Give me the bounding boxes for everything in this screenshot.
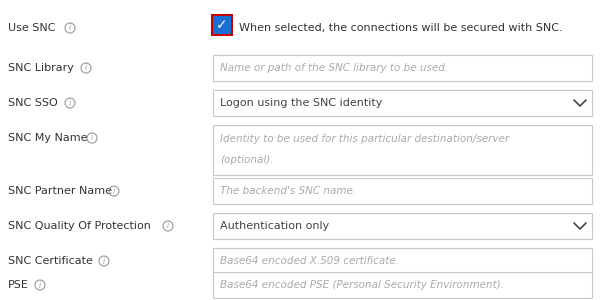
Text: i: i <box>69 98 71 107</box>
FancyBboxPatch shape <box>211 14 233 36</box>
FancyBboxPatch shape <box>213 178 592 204</box>
FancyBboxPatch shape <box>213 90 592 116</box>
Text: PSE: PSE <box>8 280 29 290</box>
Text: i: i <box>113 187 115 196</box>
Text: SNC Certificate: SNC Certificate <box>8 256 93 266</box>
Text: SNC My Name: SNC My Name <box>8 133 88 143</box>
FancyBboxPatch shape <box>213 55 592 81</box>
Text: i: i <box>167 221 169 230</box>
Text: ✓: ✓ <box>216 18 228 32</box>
Text: Base64 encoded PSE (Personal Security Environment).: Base64 encoded PSE (Personal Security En… <box>220 280 504 290</box>
FancyBboxPatch shape <box>213 16 231 34</box>
Text: The backend's SNC name.: The backend's SNC name. <box>220 186 356 196</box>
FancyBboxPatch shape <box>213 125 592 175</box>
Text: Authentication only: Authentication only <box>220 221 329 231</box>
Text: i: i <box>91 134 93 142</box>
Text: Use SNC: Use SNC <box>8 23 56 33</box>
Text: i: i <box>103 256 105 266</box>
Text: Logon using the SNC identity: Logon using the SNC identity <box>220 98 382 108</box>
Text: (optional).: (optional). <box>220 155 274 165</box>
Text: SNC SSO: SNC SSO <box>8 98 58 108</box>
FancyBboxPatch shape <box>213 272 592 298</box>
Text: Identity to be used for this particular destination/server: Identity to be used for this particular … <box>220 134 509 144</box>
FancyBboxPatch shape <box>213 213 592 239</box>
Text: i: i <box>69 23 71 32</box>
FancyBboxPatch shape <box>213 248 592 274</box>
Text: SNC Library: SNC Library <box>8 63 74 73</box>
Text: SNC Partner Name: SNC Partner Name <box>8 186 112 196</box>
Text: Base64 encoded X.509 certificate.: Base64 encoded X.509 certificate. <box>220 256 399 266</box>
Text: i: i <box>39 280 41 290</box>
Text: When selected, the connections will be secured with SNC.: When selected, the connections will be s… <box>239 23 563 33</box>
Text: i: i <box>85 64 87 73</box>
Text: Name or path of the SNC library to be used.: Name or path of the SNC library to be us… <box>220 63 448 73</box>
Text: SNC Quality Of Protection: SNC Quality Of Protection <box>8 221 151 231</box>
